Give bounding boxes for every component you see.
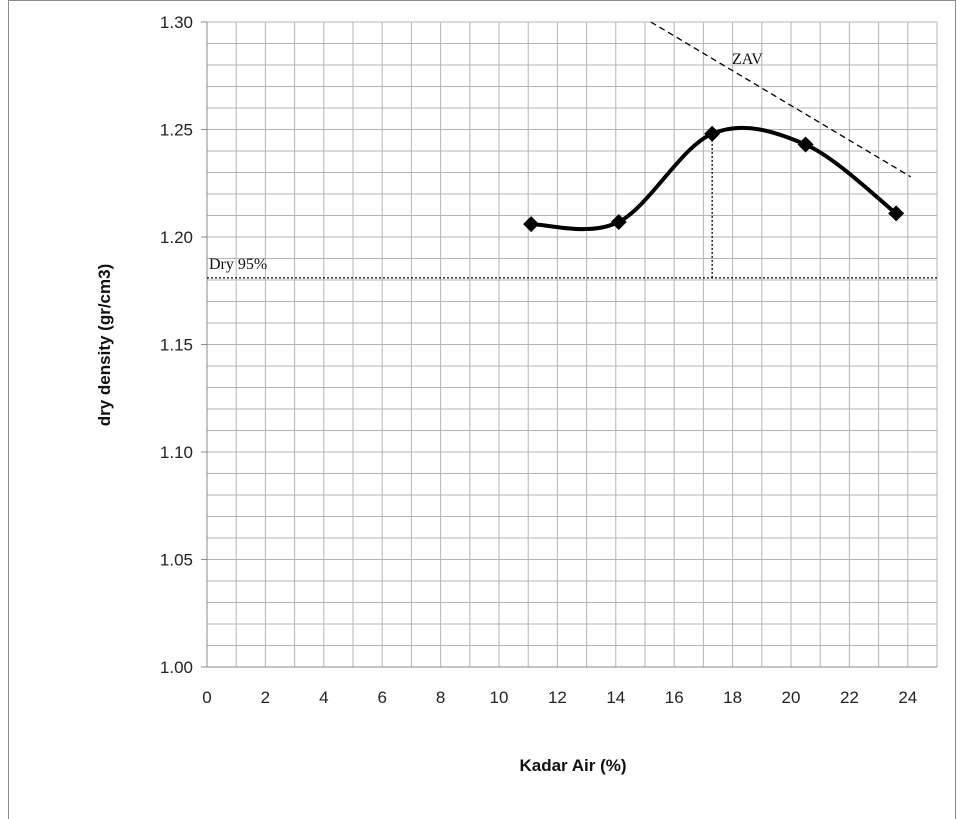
series-line [531, 125, 898, 232]
x-tick-label: 6 [377, 688, 386, 707]
y-tick-label: 1.20 [160, 228, 193, 247]
zav-label: ZAV [732, 51, 763, 68]
x-tick-label: 22 [840, 688, 859, 707]
grid [201, 21, 938, 668]
x-tick-label: 10 [490, 688, 509, 707]
x-tick-label: 12 [548, 688, 567, 707]
x-tick-label: 16 [665, 688, 684, 707]
zav-line [650, 21, 912, 178]
x-tick-label: 0 [202, 688, 211, 707]
x-tick-label: 8 [436, 688, 445, 707]
data-point [610, 213, 627, 230]
x-tick-label: 18 [723, 688, 742, 707]
y-tick-label: 1.25 [160, 121, 193, 140]
y-tick-label: 1.00 [160, 658, 193, 677]
x-tick-label: 14 [606, 688, 625, 707]
y-tick-label: 1.30 [160, 13, 193, 32]
dry95-label: Dry 95% [209, 256, 267, 273]
data-point [797, 136, 814, 153]
series [523, 125, 905, 233]
data-point [523, 216, 540, 233]
x-tick-label: 24 [898, 688, 917, 707]
x-axis-title: Kadar Air (%) [519, 756, 626, 775]
y-tick-label: 1.15 [160, 336, 193, 355]
y-tick-label: 1.05 [160, 551, 193, 570]
reference-lines [207, 21, 937, 279]
data-point [888, 205, 905, 222]
y-tick-label: 1.10 [160, 443, 193, 462]
x-tick-label: 2 [261, 688, 270, 707]
tick-labels: 0 2 4 6 8 10 12 14 16 18 20 22 241.001.051.101.151.2… [160, 13, 917, 707]
x-tick-label: 20 [782, 688, 801, 707]
data-point [704, 125, 721, 142]
x-tick-label: 4 [319, 688, 328, 707]
y-axis-title: dry density (gr/cm3) [95, 264, 114, 427]
